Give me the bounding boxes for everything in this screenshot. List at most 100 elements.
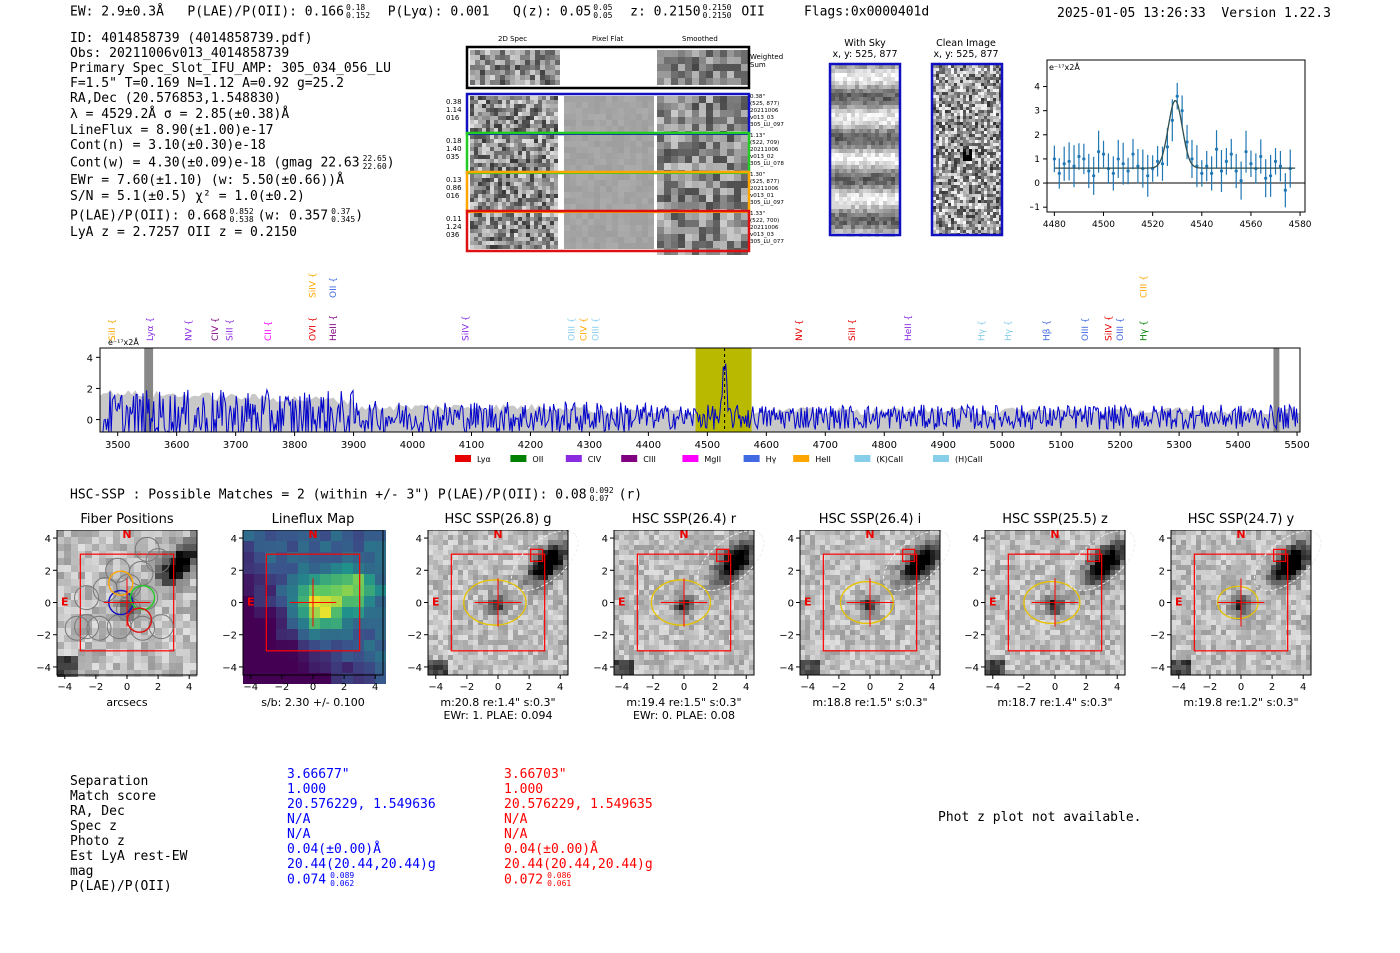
aperture-box	[822, 553, 918, 652]
x-tick-label: 4520	[1141, 220, 1164, 230]
emission-line-label: SiIV {	[1104, 315, 1114, 341]
legend-label: Hγ	[766, 455, 777, 464]
x-tick-label: 2	[341, 682, 347, 693]
fiber-circle	[108, 570, 134, 596]
header-bar: EW: 2.9±0.3Å P(LAE)/P(OII): 0.166 0.18 0.1…	[70, 3, 930, 20]
data-point	[1077, 154, 1081, 159]
source-ellipse	[650, 579, 712, 626]
x-tick-label: −4	[985, 682, 1000, 693]
data-point	[1155, 159, 1160, 163]
x-tick-label: −2	[1017, 682, 1032, 693]
hsc-panel-title: Lineflux Map	[271, 512, 355, 527]
x-tick-label: 4	[186, 682, 192, 693]
clean-image	[930, 62, 1004, 237]
y-tick-label: −2	[223, 631, 237, 642]
cutout-row	[465, 131, 751, 177]
x-tick-label: 0	[1238, 682, 1244, 693]
hsc-panel-caption: m:20.8 re:1.4" s:0.3"	[440, 696, 556, 709]
hsc-panel-title: HSC SSP(26.4) r	[631, 512, 737, 527]
thumbnail-pixels	[985, 530, 1125, 675]
y-tick-label: 2	[231, 566, 237, 577]
legend-label: (K)CaII	[876, 455, 903, 464]
x-tick-label: 0	[681, 682, 687, 693]
data-point	[1283, 188, 1287, 192]
thumbnail-pixels	[1171, 530, 1311, 675]
emission-line-label: SiII {	[848, 319, 858, 341]
y-tick-label: 0	[1159, 599, 1165, 610]
y-tick-label: 2	[788, 566, 794, 577]
x-tick-label: 2	[1269, 682, 1275, 693]
emission-line-label: HeII {	[904, 315, 914, 341]
y-tick-label: 4	[416, 534, 422, 545]
match-row-label: mag	[70, 864, 94, 879]
data-point	[1170, 118, 1174, 122]
hsc-panel-image: N E −4 −4 −2 −2 0 0 2 2 4 4	[780, 530, 951, 693]
info-id: ID: 4014858739 (4014858739.pdf)	[70, 31, 313, 46]
east-label: E	[61, 596, 69, 609]
y-tick-label: −4	[37, 663, 51, 674]
y-tick-label: −4	[408, 663, 422, 674]
data-point	[1269, 174, 1273, 178]
cutout-row-stats: 0.38 1.14 016	[446, 98, 462, 122]
fiber-circle	[129, 584, 156, 611]
east-label: E	[618, 596, 626, 609]
cutout-grid: 2D Spec Pixel Flat Smoothed Weighted Sum…	[430, 33, 790, 258]
hsc-panel-caption: m:19.8 re:1.2" s:0.3"	[1183, 696, 1299, 709]
data-point	[1224, 159, 1228, 163]
neighbor-ellipse	[882, 530, 951, 592]
match-value: N/A	[504, 827, 528, 842]
data-point	[1239, 179, 1243, 183]
emission-line-label: HeII {	[329, 315, 339, 341]
cutout-row	[465, 209, 751, 255]
x-tick-label: 2	[155, 682, 161, 693]
info-slot: Primary Spec_Slot_IFU_AMP: 305_034_056_L…	[70, 61, 391, 76]
data-point	[1160, 162, 1165, 166]
x-tick-label: 5200	[1107, 440, 1132, 451]
weighted-sum-row	[465, 45, 751, 90]
y-tick-label: 4	[1034, 83, 1040, 93]
east-label: E	[989, 596, 997, 609]
legend-swatch	[854, 455, 871, 462]
hsc-title: HSC-SSP : Possible Matches = 2 (within +…	[70, 486, 643, 503]
gaussian-fit-line	[1054, 99, 1296, 169]
x-tick-label: 4600	[754, 440, 779, 451]
neighbor-ellipse	[1067, 530, 1136, 592]
x-tick-label: 4700	[813, 440, 838, 451]
x-tick-label: −4	[428, 682, 443, 693]
x-tick-label: 4100	[459, 440, 484, 451]
header-plae: P(LAE)/P(OII): 0.166	[187, 4, 344, 20]
data-point	[1273, 159, 1278, 163]
north-label: N	[493, 530, 502, 541]
data-point	[1249, 162, 1253, 166]
hsc-panel-title: HSC SSP(26.4) i	[818, 512, 922, 527]
legend-label: (H)CaII	[955, 455, 982, 464]
neighbor-ellipse	[510, 530, 579, 592]
data-point	[1067, 159, 1071, 163]
match-value: 20.576229, 1.549636	[287, 797, 436, 812]
east-label: E	[432, 596, 440, 609]
data-point	[1082, 157, 1086, 161]
full-spectrum-chart: 3500 3600 3700 3800 3900 4000 4100 4200 4300 4400…	[87, 272, 1310, 464]
cutout-row-stats: 0.11 1.24 036	[446, 215, 462, 239]
y-tick-label: 4	[973, 534, 979, 545]
data-point	[1229, 152, 1233, 156]
y-tick-label: 4	[602, 534, 608, 545]
legend-label: CIII	[643, 455, 656, 464]
cutout-row-stats: 0.13 0.86 016	[446, 176, 462, 200]
match-row-label: RA, Dec	[70, 804, 125, 819]
data-point	[1175, 94, 1179, 98]
y-tick-label: −2	[594, 631, 608, 642]
x-tick-label: 0	[1052, 682, 1058, 693]
x-tick-label: 4	[1300, 682, 1306, 693]
fiber-circle	[145, 548, 171, 574]
neighbor-ellipse	[696, 530, 765, 592]
x-tick-label: −2	[460, 682, 475, 693]
match-row-label: Separation	[70, 774, 149, 789]
header-z: z: 0.2150	[630, 4, 701, 20]
x-tick-label: 3600	[164, 440, 189, 451]
x-tick-label: 2	[526, 682, 532, 693]
col-smoothed-label: Smoothed	[682, 35, 718, 43]
x-tick-label: −2	[646, 682, 661, 693]
match-box	[716, 548, 730, 562]
data-point	[1190, 157, 1194, 161]
